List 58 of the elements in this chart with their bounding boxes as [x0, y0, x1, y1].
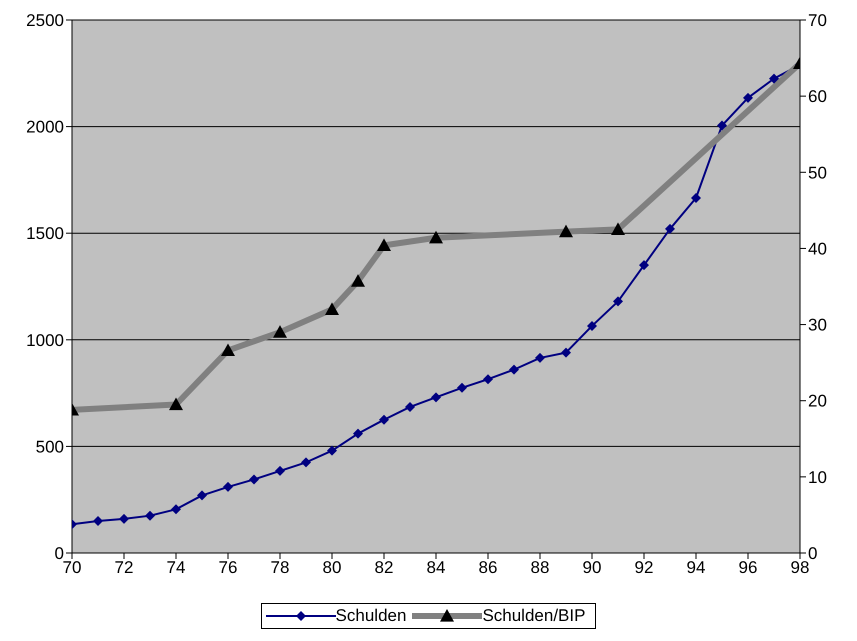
point	[119, 514, 129, 524]
point	[587, 320, 597, 331]
legend-label: Schulden/BIP	[482, 606, 586, 626]
y-tick-label: 2500	[26, 11, 64, 30]
x-tick-label: 82	[374, 558, 394, 578]
x-tick-label: 92	[634, 558, 654, 578]
y-tick-label: 500	[36, 437, 64, 456]
point	[431, 392, 441, 402]
x-tick-label: 88	[530, 558, 550, 578]
point	[353, 428, 363, 439]
x-tick-label: 94	[686, 558, 706, 578]
x-tick-label: 84	[426, 558, 446, 578]
point	[405, 402, 415, 412]
y-tick-label: 1500	[26, 224, 64, 244]
y2-tick-label: 50	[808, 163, 827, 182]
point	[301, 457, 311, 468]
y-tick-label: 1000	[26, 330, 64, 350]
point	[249, 474, 259, 484]
x-tick-label: 98	[790, 558, 810, 578]
y2-tick-label: 10	[808, 468, 827, 487]
point	[665, 224, 675, 234]
point	[93, 516, 103, 526]
point	[743, 92, 753, 103]
x-tick-label: 74	[166, 558, 186, 578]
y-tick-label: 2000	[26, 118, 64, 137]
point	[223, 482, 233, 492]
y2-tick-label: 0	[808, 544, 818, 564]
x-tick-label: 72	[114, 558, 134, 578]
y2-tick-label: 30	[808, 316, 827, 335]
point	[639, 260, 649, 270]
point	[717, 120, 727, 131]
point	[561, 348, 571, 358]
point	[275, 466, 285, 476]
x-tick-label: 90	[582, 558, 602, 578]
y2-tick-label: 60	[808, 87, 827, 106]
point	[327, 446, 337, 456]
point	[379, 414, 389, 425]
point	[535, 352, 545, 363]
x-tick-label: 76	[218, 558, 238, 578]
point	[691, 193, 701, 204]
point	[769, 74, 779, 84]
legend-label: Schulden	[336, 606, 406, 626]
point	[171, 504, 181, 514]
point	[457, 382, 467, 393]
x-tick-label: 78	[270, 558, 290, 578]
point	[613, 296, 623, 306]
x-tick-label: 70	[62, 558, 82, 578]
point	[483, 374, 493, 384]
y2-tick-label: 70	[808, 11, 827, 30]
point	[197, 490, 207, 500]
point	[509, 364, 519, 375]
y2-tick-label: 20	[808, 392, 827, 411]
x-tick-label: 80	[322, 558, 342, 578]
x-tick-label: 96	[738, 558, 758, 578]
y-tick-label: 0	[54, 544, 64, 564]
point	[145, 510, 155, 521]
y2-tick-label: 40	[808, 239, 827, 258]
x-tick-label: 86	[478, 558, 498, 578]
